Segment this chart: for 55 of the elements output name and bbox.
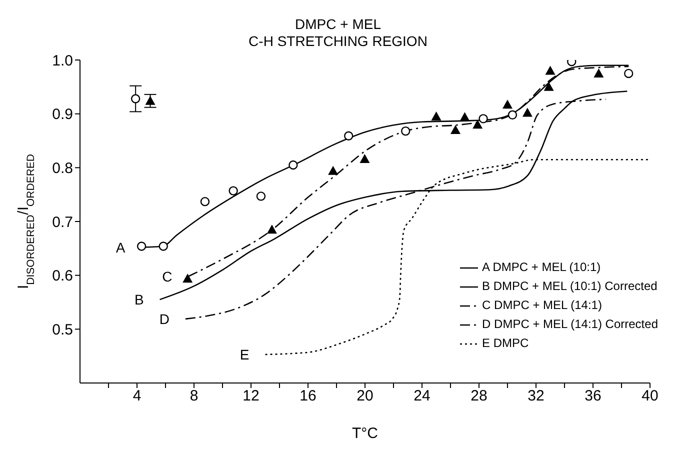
- x-tick-label: 24: [414, 388, 430, 405]
- point: [182, 274, 193, 283]
- legend-label: B DMPC + MEL (10:1) Corrected: [482, 278, 658, 295]
- x-tick-label: 28: [470, 388, 488, 405]
- point: [522, 108, 532, 117]
- chart-title: DMPC + MEL: [294, 16, 382, 33]
- y-tick-label: 1.0: [52, 52, 73, 70]
- point: [158, 242, 168, 251]
- point: [328, 166, 338, 175]
- annotation: B: [134, 292, 144, 308]
- x-tick-label: 4: [132, 388, 142, 405]
- point: [344, 131, 354, 141]
- x-tick-label: 16: [300, 388, 316, 405]
- legend-label: D DMPC + MEL (14:1) Corrected: [482, 316, 658, 333]
- x-tick-label: 40: [642, 388, 658, 405]
- point: [136, 242, 146, 251]
- point: [228, 186, 238, 196]
- x-axis-title: T°C: [352, 425, 378, 442]
- legend-label: A DMPC + MEL (10:1): [482, 259, 601, 276]
- point: [130, 94, 140, 104]
- point: [360, 154, 370, 164]
- point: [450, 124, 460, 134]
- y-tick-label: 0.7: [52, 214, 73, 231]
- point: [288, 160, 298, 170]
- x-tick-label: 20: [356, 388, 374, 405]
- y-tick-label: 0.6: [52, 268, 73, 285]
- y-tick-label: 0.8: [52, 160, 73, 177]
- chart-subtitle: C-H STRETCHING REGION: [248, 33, 428, 50]
- annotation: A: [116, 239, 126, 256]
- x-tick-label: 12: [242, 388, 260, 405]
- x-tick-label: 32: [528, 388, 544, 405]
- y-tick-label: 0.5: [52, 321, 73, 338]
- point: [502, 100, 512, 109]
- point: [508, 110, 518, 120]
- annotation: C: [162, 268, 172, 284]
- point: [266, 224, 277, 234]
- point: [478, 114, 488, 124]
- point: [401, 126, 410, 136]
- point: [256, 192, 266, 201]
- point: [460, 112, 470, 122]
- point: [545, 66, 556, 75]
- point: [472, 120, 483, 129]
- legend-label: C DMPC + MEL (14:1): [482, 297, 602, 314]
- point: [594, 68, 604, 78]
- x-tick-label: 36: [584, 388, 602, 405]
- annotation: D: [159, 310, 170, 327]
- point: [200, 196, 210, 206]
- annotation: E: [240, 346, 250, 362]
- point: [544, 82, 554, 91]
- x-tick-label: 8: [190, 388, 198, 405]
- y-tick-label: 0.9: [52, 106, 73, 124]
- legend-label: E DMPC: [482, 335, 529, 352]
- point: [624, 68, 634, 78]
- point: [431, 112, 442, 121]
- point: [145, 96, 156, 105]
